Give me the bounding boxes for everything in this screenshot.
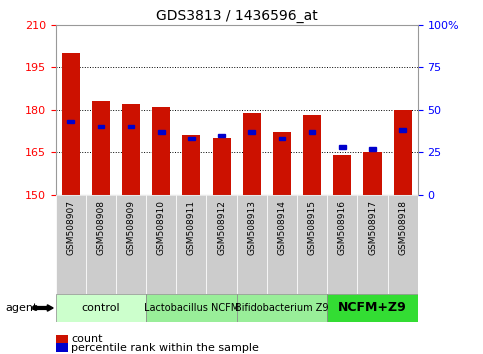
Bar bbox=[62, 53, 80, 195]
Bar bbox=[399, 129, 406, 132]
Text: Lactobacillus NCFM: Lactobacillus NCFM bbox=[144, 303, 239, 313]
Bar bbox=[56, 195, 86, 294]
Text: count: count bbox=[71, 334, 102, 344]
Bar bbox=[146, 294, 237, 322]
Bar bbox=[183, 135, 200, 195]
Bar bbox=[364, 152, 382, 195]
Bar bbox=[327, 195, 357, 294]
Text: GSM508908: GSM508908 bbox=[96, 200, 105, 255]
Text: GSM508909: GSM508909 bbox=[127, 200, 136, 255]
Text: agent: agent bbox=[6, 303, 38, 313]
Text: GSM508918: GSM508918 bbox=[398, 200, 407, 255]
Text: GSM508914: GSM508914 bbox=[277, 200, 286, 255]
Bar bbox=[98, 125, 104, 129]
Bar bbox=[297, 195, 327, 294]
Bar bbox=[327, 294, 418, 322]
Bar bbox=[86, 195, 116, 294]
Bar bbox=[303, 115, 321, 195]
Bar bbox=[279, 137, 285, 140]
Bar bbox=[267, 195, 297, 294]
Text: GSM508910: GSM508910 bbox=[156, 200, 166, 255]
Text: GSM508916: GSM508916 bbox=[338, 200, 347, 255]
Bar bbox=[273, 132, 291, 195]
Bar bbox=[237, 294, 327, 322]
Bar bbox=[188, 137, 195, 140]
Text: GSM508915: GSM508915 bbox=[308, 200, 317, 255]
Text: control: control bbox=[82, 303, 120, 313]
Bar bbox=[237, 195, 267, 294]
Bar bbox=[122, 104, 140, 195]
Bar bbox=[152, 107, 170, 195]
Bar bbox=[394, 110, 412, 195]
Bar bbox=[158, 130, 165, 133]
Bar bbox=[309, 130, 315, 133]
Bar bbox=[67, 120, 74, 123]
Bar bbox=[128, 125, 134, 129]
Text: GDS3813 / 1436596_at: GDS3813 / 1436596_at bbox=[156, 9, 317, 23]
Text: GSM508917: GSM508917 bbox=[368, 200, 377, 255]
Bar bbox=[388, 195, 418, 294]
Bar bbox=[146, 195, 176, 294]
Bar bbox=[116, 195, 146, 294]
Text: GSM508912: GSM508912 bbox=[217, 200, 226, 255]
Bar bbox=[242, 113, 261, 195]
Text: GSM508911: GSM508911 bbox=[187, 200, 196, 255]
Bar bbox=[92, 101, 110, 195]
Bar bbox=[218, 133, 225, 137]
Text: NCFM+Z9: NCFM+Z9 bbox=[338, 302, 407, 314]
Bar bbox=[339, 145, 346, 149]
Bar bbox=[333, 155, 352, 195]
Text: Bifidobacterium Z9: Bifidobacterium Z9 bbox=[235, 303, 329, 313]
Bar bbox=[213, 138, 231, 195]
Text: GSM508907: GSM508907 bbox=[66, 200, 75, 255]
Bar bbox=[56, 294, 146, 322]
Bar bbox=[248, 130, 255, 133]
Bar bbox=[207, 195, 237, 294]
Bar bbox=[176, 195, 207, 294]
Bar bbox=[357, 195, 388, 294]
Text: percentile rank within the sample: percentile rank within the sample bbox=[71, 343, 259, 353]
Text: GSM508913: GSM508913 bbox=[247, 200, 256, 255]
Bar bbox=[369, 147, 376, 150]
